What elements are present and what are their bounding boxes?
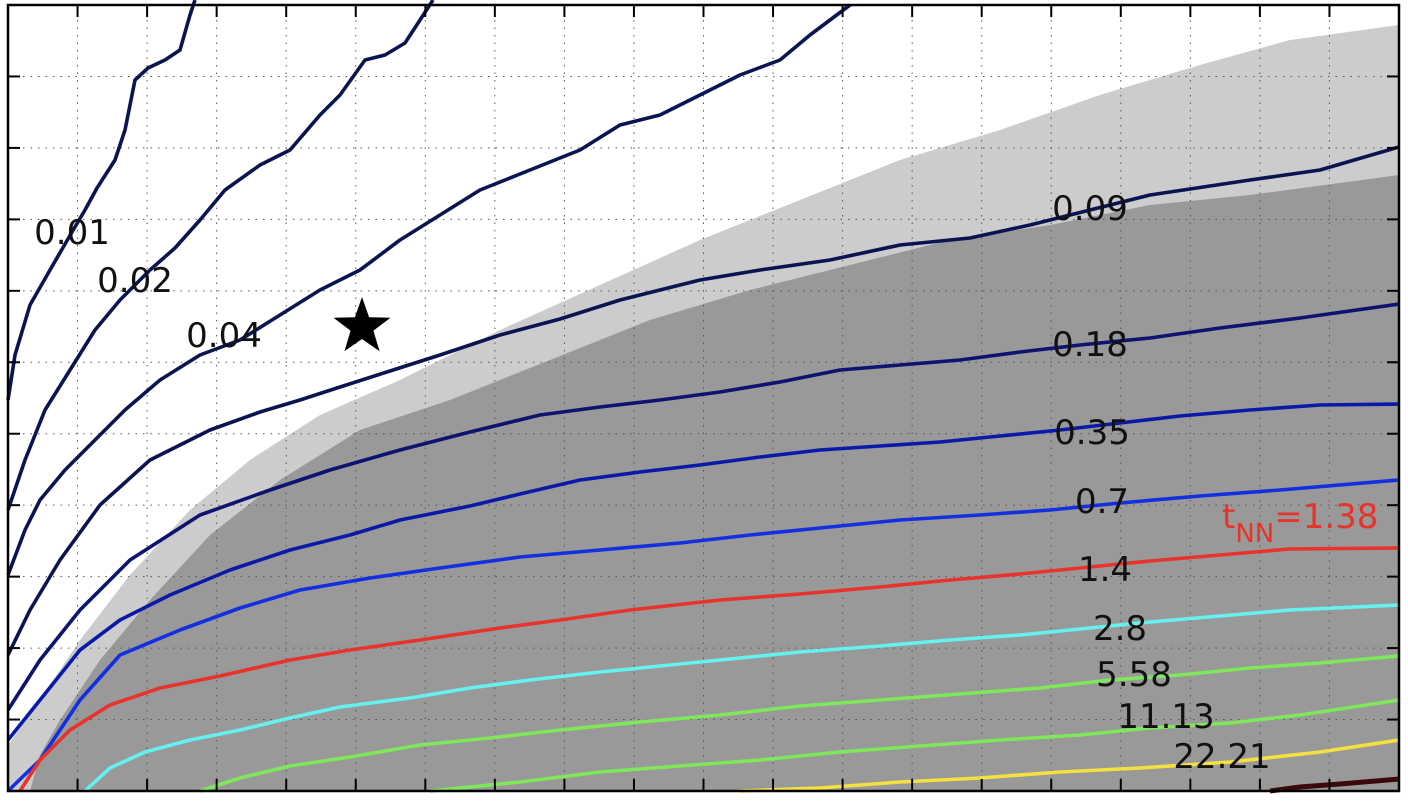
contour-label: 0.01 [34, 213, 110, 253]
shaded-region-2 [30, 175, 1399, 791]
contour-label: 5.58 [1096, 655, 1172, 695]
contour-line-0_7 [6, 478, 1400, 793]
contour-label: 0.18 [1052, 325, 1128, 365]
star-marker-icon [333, 297, 391, 352]
contour-label: 0.35 [1054, 413, 1130, 453]
t-nn-annotation: tNN=1.38 [1222, 497, 1378, 549]
contour-label: 0.04 [186, 316, 262, 356]
contour-line-0_04 [6, 3, 852, 576]
contour-label: 11.13 [1117, 697, 1214, 737]
contour-line-unlabeled [1269, 776, 1400, 794]
contour-line-1_4 [18, 546, 1400, 792]
contour-line-0_01 [6, 0, 197, 401]
t-nn-value: =1.38 [1274, 497, 1378, 537]
axis-ticks [8, 5, 1399, 791]
contour-lines [6, 0, 1400, 794]
contour-line-22_21 [739, 738, 1400, 793]
contour-line-2_8 [83, 603, 1400, 793]
contour-label: 1.4 [1078, 550, 1132, 590]
contour-line-0_35 [6, 402, 1400, 742]
contour-label: 0.7 [1075, 482, 1129, 522]
contour-line-11_13 [429, 698, 1400, 793]
contour-label: 2.8 [1093, 609, 1147, 649]
contour-line-0_02 [6, 0, 435, 511]
contour-label: 0.02 [97, 261, 173, 301]
contour-line-5_58 [199, 654, 1400, 793]
contour-label: 22.21 [1173, 737, 1270, 777]
contour-line-0_09 [6, 145, 1400, 656]
contour-label: 0.09 [1052, 189, 1128, 229]
annotations: tNN=1.38 [333, 297, 1378, 549]
t-nn-symbol: t [1222, 497, 1235, 537]
contour-labels: 0.01 0.02 0.04 0.09 0.18 0.35 0.7 1.4 2.8 5.5811.… [34, 189, 1271, 777]
t-nn-subscript: NN [1235, 519, 1274, 549]
contour-line-0_18 [6, 302, 1400, 711]
